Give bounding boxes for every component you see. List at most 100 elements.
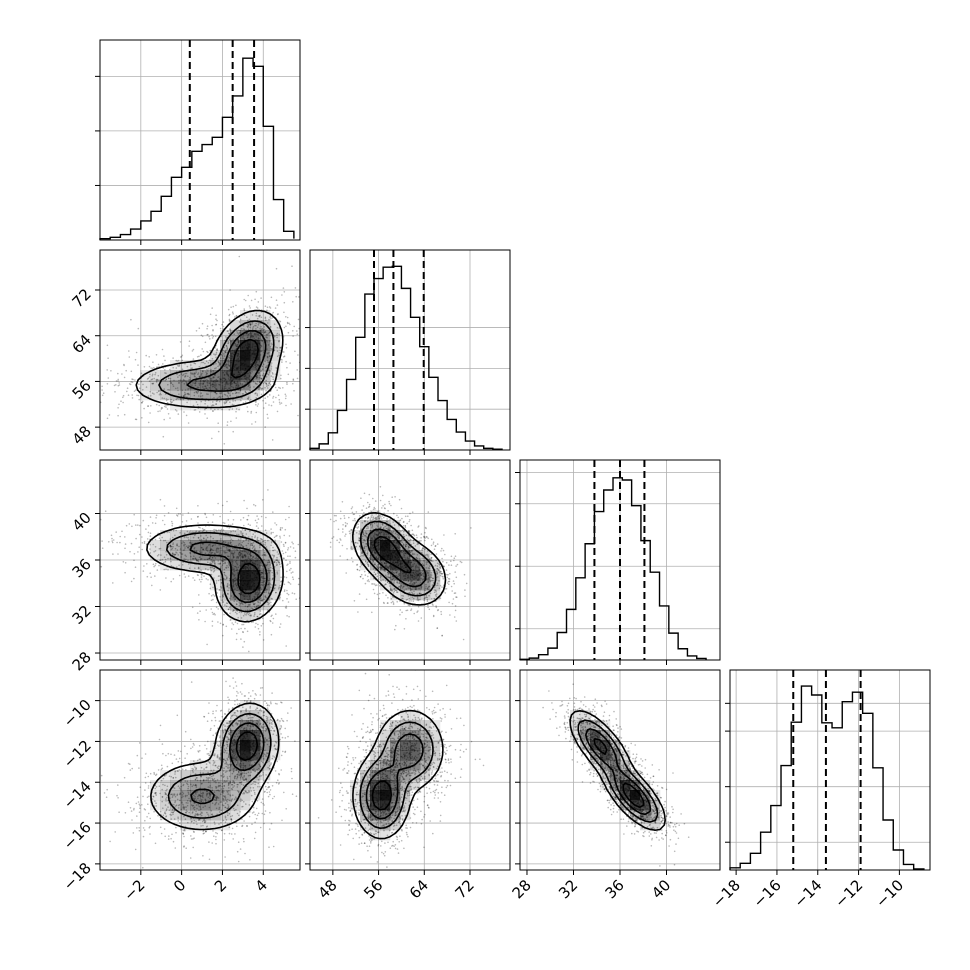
joint-0-2-point (152, 563, 155, 566)
joint-0-1-point (231, 408, 234, 410)
joint-0-1-point (152, 383, 154, 385)
joint-0-1-point (217, 408, 219, 411)
joint-0-2-point (273, 561, 276, 564)
joint-0-2-point (271, 567, 274, 570)
joint-0-3-point (175, 831, 177, 834)
joint-0-2-point (292, 542, 294, 545)
joint-0-2-point (247, 542, 250, 545)
joint-0-2-point (198, 530, 201, 533)
joint-0-1-point (233, 333, 235, 336)
joint-0-1-point (260, 316, 263, 319)
joint-0-3-point (247, 791, 249, 794)
joint-0-2-point (138, 546, 140, 548)
joint-0-2-point (229, 612, 231, 615)
joint-0-3-point (190, 817, 193, 820)
joint-0-3-point (158, 738, 161, 741)
joint-0-1-point (182, 379, 185, 382)
joint-0-3-point (134, 848, 137, 851)
joint-0-1-density-cell (160, 390, 171, 401)
joint-0-1-point (253, 380, 255, 383)
joint-0-1-point (187, 375, 189, 378)
joint-0-2-point (236, 622, 239, 625)
joint-0-3-point (194, 815, 196, 818)
joint-0-1-point (254, 324, 256, 327)
joint-0-1-point (229, 289, 231, 291)
joint-0-3-point (200, 776, 202, 778)
joint-0-3-point (219, 784, 222, 787)
joint-0-2-point (272, 549, 275, 552)
joint-0-2-point (304, 559, 306, 561)
joint-0-3-point (224, 806, 227, 809)
joint-0-3-point (136, 754, 139, 757)
joint-0-2-point (203, 575, 205, 577)
joint-0-3-point (184, 745, 186, 747)
joint-0-2-point (141, 536, 143, 538)
joint-0-3-point (225, 747, 228, 749)
joint-0-2-point (240, 543, 243, 546)
joint-0-3-point (190, 835, 192, 837)
joint-0-2-point (284, 541, 287, 544)
joint-0-1-point (261, 327, 264, 330)
joint-0-3-point (223, 748, 226, 750)
joint-0-2-point (188, 567, 191, 569)
joint-0-3-point (240, 773, 243, 775)
joint-0-1-density-cell (230, 370, 241, 381)
joint-0-2-point (149, 535, 152, 537)
joint-0-1-point (206, 417, 208, 420)
joint-0-3-point (262, 802, 264, 805)
joint-0-1-point (263, 326, 266, 328)
joint-0-1-density-cell (250, 350, 261, 361)
yticklabel-2-3: 40 (69, 509, 95, 535)
joint-0-1-point (118, 403, 120, 406)
joint-0-3-point (232, 707, 234, 709)
joint-0-3-point (220, 809, 223, 812)
joint-0-3-point (144, 782, 147, 784)
joint-0-3-point (208, 754, 210, 757)
joint-0-2-point (258, 604, 260, 607)
joint-0-2-point (275, 535, 277, 537)
joint-0-3-point (109, 840, 111, 843)
joint-0-1-point (215, 314, 217, 317)
joint-0-3-point (246, 780, 248, 783)
joint-0-1-point (256, 326, 259, 329)
joint-0-3-point (179, 822, 181, 824)
joint-0-3-point (280, 726, 283, 728)
joint-0-1-point (185, 414, 188, 417)
joint-0-1-point (293, 325, 296, 328)
joint-0-2-point (262, 559, 264, 561)
joint-0-3-point (199, 806, 202, 808)
joint-0-3-point (161, 743, 164, 745)
joint-0-3-point (170, 775, 173, 778)
joint-0-3-point (106, 788, 108, 791)
joint-0-3-point (255, 708, 257, 711)
joint-0-2-point (219, 578, 222, 581)
joint-0-1-point (266, 309, 268, 312)
joint-0-1-point (262, 375, 265, 377)
joint-0-3-point (226, 722, 228, 724)
joint-0-1-point (231, 311, 234, 314)
joint-0-1-point (67, 403, 69, 405)
joint-0-1-point (283, 356, 285, 358)
joint-0-2-point (276, 534, 278, 537)
joint-0-1-point (88, 401, 90, 403)
joint-0-1-point (296, 377, 299, 380)
joint-0-3-point (207, 813, 209, 816)
joint-0-1-density-cell (220, 380, 231, 391)
joint-0-2-point (288, 505, 290, 508)
joint-0-2-density-cell (150, 550, 161, 561)
joint-0-1-point (235, 417, 238, 419)
joint-0-2-point (270, 528, 272, 530)
joint-0-2-point (243, 524, 245, 527)
joint-0-2-point (254, 626, 257, 628)
joint-0-2-point (272, 511, 274, 513)
joint-0-3-point (178, 804, 181, 806)
joint-0-2-point (211, 561, 214, 563)
joint-0-1-density-cell (240, 330, 251, 341)
joint-0-1-point (204, 341, 207, 344)
joint-0-3-point (210, 809, 213, 812)
joint-0-3-point (199, 758, 202, 761)
joint-0-3-point (212, 710, 214, 713)
joint-0-3-point (213, 821, 216, 823)
joint-0-2-point (170, 545, 172, 548)
joint-0-1-point (221, 355, 224, 357)
